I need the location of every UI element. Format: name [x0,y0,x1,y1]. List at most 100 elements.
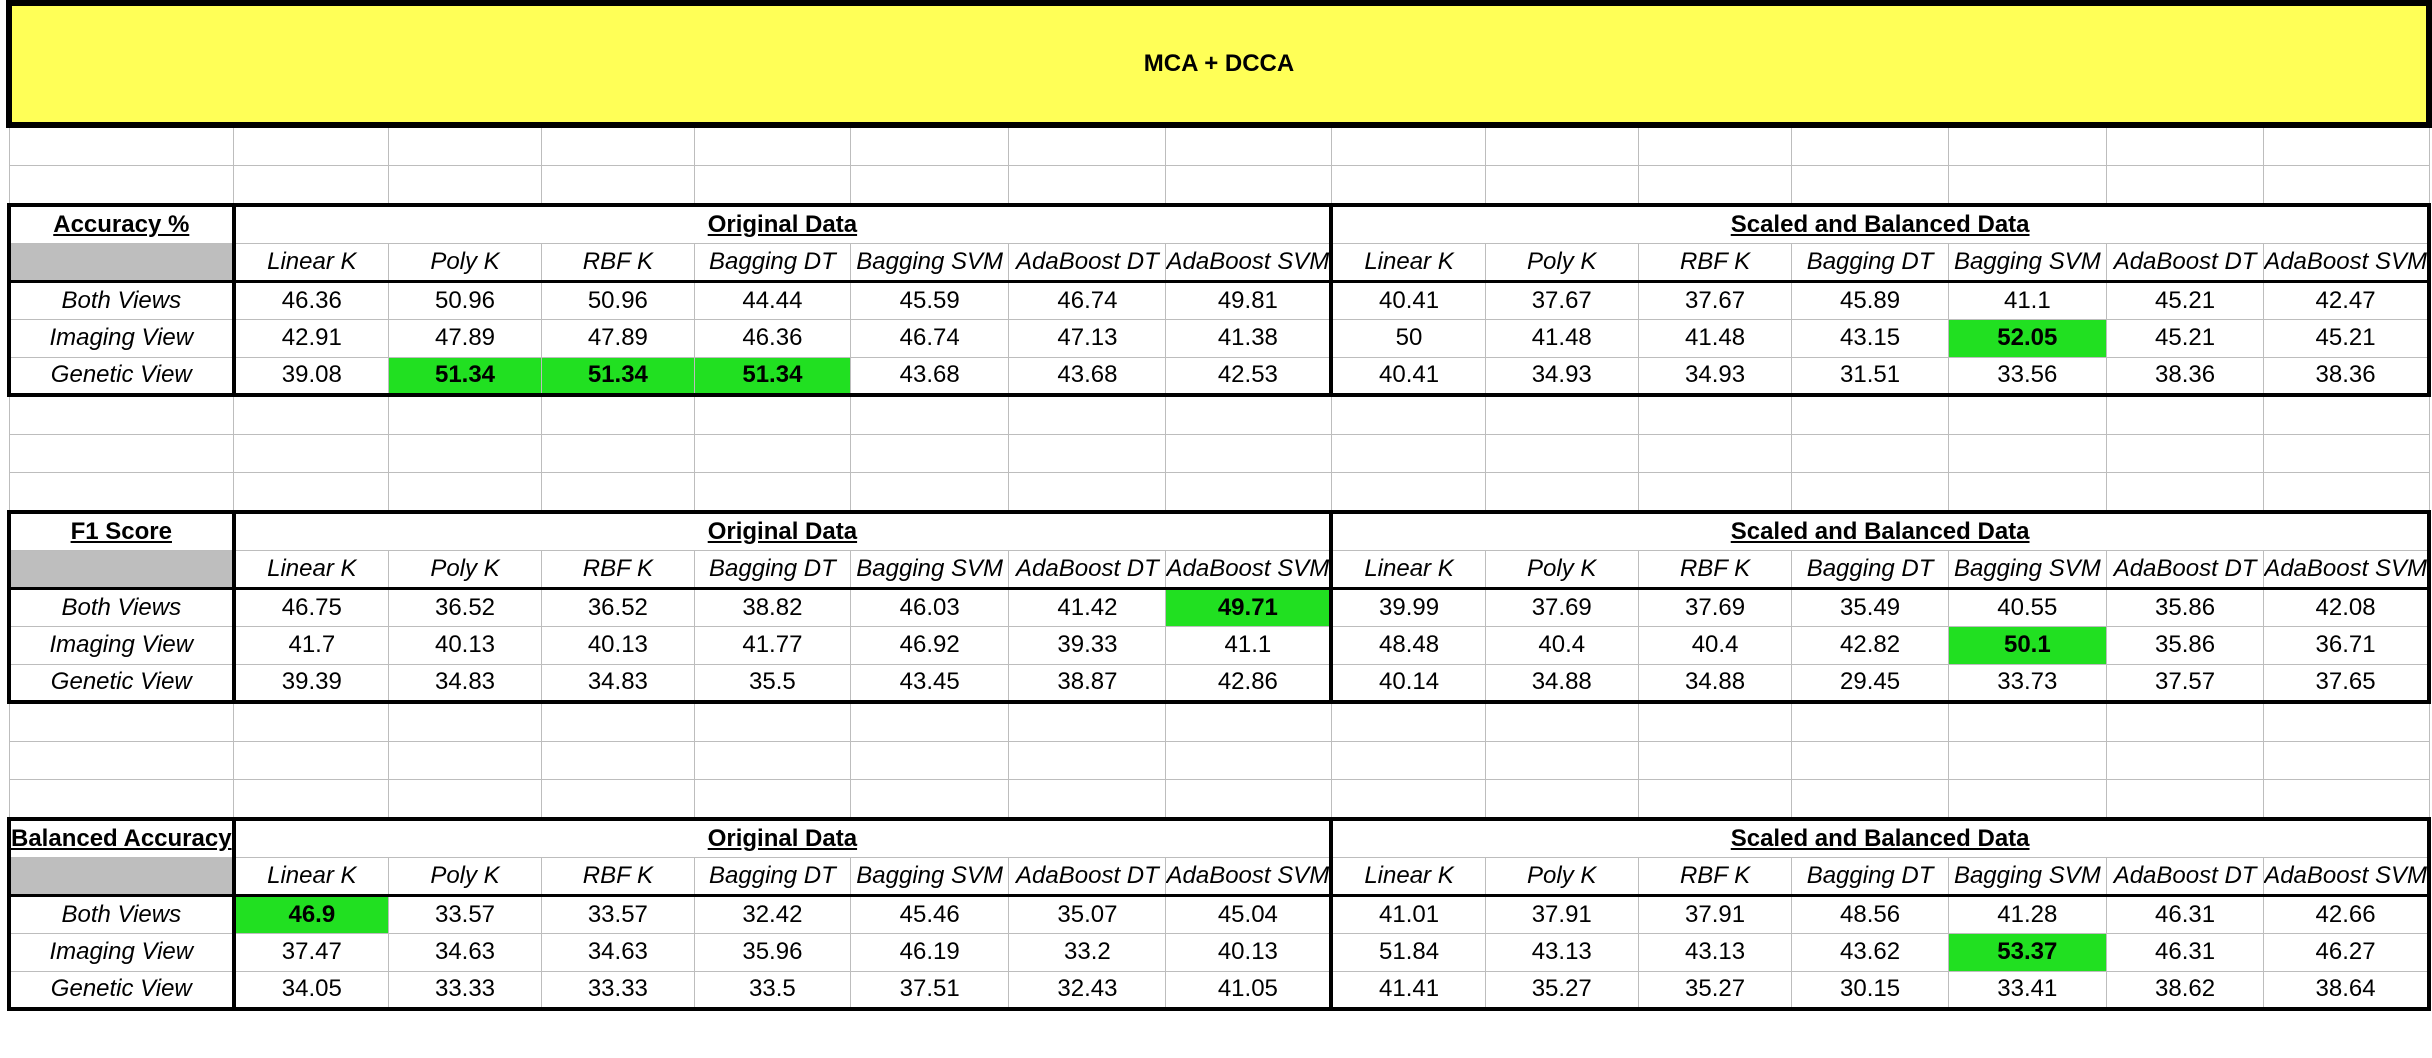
value-cell[interactable]: 37.65 [2263,663,2432,704]
empty-cell[interactable] [1165,701,1332,742]
value-cell[interactable]: 45.59 [849,280,1010,320]
empty-cell[interactable] [2105,741,2265,780]
empty-cell[interactable] [1330,394,1486,435]
value-cell[interactable]: 45.21 [2105,280,2265,320]
empty-cell[interactable] [2263,472,2430,513]
value-cell[interactable]: 45.46 [849,894,1010,934]
value-cell[interactable]: 36.52 [540,587,695,627]
empty-cell[interactable] [849,472,1010,513]
value-cell[interactable]: 38.36 [2263,356,2432,397]
empty-cell[interactable] [1791,472,1949,513]
value-cell[interactable]: 31.51 [1791,356,1949,397]
value-cell[interactable]: 40.41 [1330,280,1486,320]
empty-cell[interactable] [1330,434,1486,473]
value-cell[interactable]: 46.74 [849,318,1010,358]
empty-cell[interactable] [693,165,852,206]
value-cell[interactable]: 52.05 [1947,318,2108,358]
value-cell[interactable]: 34.83 [540,663,695,704]
empty-cell[interactable] [233,779,390,820]
value-cell[interactable]: 43.68 [1008,356,1167,397]
empty-cell[interactable] [540,779,695,820]
empty-cell[interactable] [1637,165,1793,206]
value-cell[interactable]: 43.13 [1484,932,1639,972]
value-cell[interactable]: 45.04 [1165,894,1334,934]
empty-cell[interactable] [233,701,390,742]
column-header[interactable]: RBF K [1637,549,1793,590]
empty-cell[interactable] [2263,779,2430,820]
empty-cell[interactable] [1330,701,1486,742]
value-cell[interactable]: 37.69 [1637,587,1793,627]
value-cell[interactable]: 37.91 [1484,894,1639,934]
empty-cell[interactable] [540,472,695,513]
value-cell[interactable]: 33.56 [1947,356,2108,397]
empty-cell[interactable] [388,124,542,166]
value-cell[interactable]: 29.45 [1791,663,1949,704]
column-header[interactable]: AdaBoost DT [1008,856,1167,897]
value-cell[interactable]: 40.13 [540,625,695,665]
column-header[interactable]: Bagging SVM [849,549,1010,590]
empty-cell[interactable] [2263,741,2430,780]
empty-cell[interactable] [1791,434,1949,473]
empty-cell[interactable] [2105,779,2265,820]
column-header[interactable]: Poly K [388,856,542,897]
corner-cell[interactable] [7,856,236,897]
value-cell[interactable]: 40.13 [388,625,542,665]
empty-cell[interactable] [233,394,390,435]
column-header[interactable]: RBF K [1637,856,1793,897]
empty-cell[interactable] [8,434,235,473]
empty-cell[interactable] [8,779,235,820]
empty-cell[interactable] [1637,741,1793,780]
row-label[interactable]: Both Views [7,894,236,934]
value-cell[interactable]: 51.84 [1330,932,1486,972]
empty-cell[interactable] [388,165,542,206]
value-cell[interactable]: 34.88 [1637,663,1793,704]
value-cell[interactable]: 36.52 [388,587,542,627]
value-cell[interactable]: 34.83 [388,663,542,704]
sheet-title[interactable]: MCA + DCCA [6,0,2432,128]
empty-cell[interactable] [1484,124,1639,166]
column-header[interactable]: AdaBoost SVM [1165,242,1334,283]
empty-cell[interactable] [1791,124,1949,166]
value-cell[interactable]: 39.33 [1008,625,1167,665]
empty-cell[interactable] [1165,741,1332,780]
value-cell[interactable]: 41.1 [1947,280,2108,320]
value-cell[interactable]: 41.38 [1165,318,1334,358]
column-header[interactable]: RBF K [1637,242,1793,283]
value-cell[interactable]: 34.88 [1484,663,1639,704]
value-cell[interactable]: 41.7 [233,625,390,665]
value-cell[interactable]: 35.27 [1637,970,1793,1011]
value-cell[interactable]: 40.4 [1637,625,1793,665]
value-cell[interactable]: 33.5 [693,970,852,1011]
value-cell[interactable]: 37.91 [1637,894,1793,934]
value-cell[interactable]: 45.21 [2263,318,2432,358]
value-cell[interactable]: 33.57 [540,894,695,934]
empty-cell[interactable] [1484,779,1639,820]
empty-cell[interactable] [1008,472,1167,513]
empty-cell[interactable] [849,124,1010,166]
value-cell[interactable]: 46.9 [233,894,390,934]
value-cell[interactable]: 49.81 [1165,280,1334,320]
value-cell[interactable]: 46.31 [2105,894,2265,934]
column-header[interactable]: Bagging DT [693,856,852,897]
column-header[interactable]: RBF K [540,549,695,590]
empty-cell[interactable] [233,124,390,166]
empty-cell[interactable] [1165,434,1332,473]
empty-cell[interactable] [233,165,390,206]
empty-cell[interactable] [1008,779,1167,820]
value-cell[interactable]: 36.71 [2263,625,2432,665]
empty-cell[interactable] [8,741,235,780]
empty-cell[interactable] [1637,124,1793,166]
empty-cell[interactable] [1008,701,1167,742]
row-label[interactable]: Genetic View [7,663,236,704]
column-header[interactable]: Poly K [388,242,542,283]
column-header[interactable]: Linear K [233,549,390,590]
empty-cell[interactable] [1330,472,1486,513]
empty-cell[interactable] [693,779,852,820]
empty-cell[interactable] [1484,701,1639,742]
value-cell[interactable]: 50.1 [1947,625,2108,665]
value-cell[interactable]: 50 [1330,318,1486,358]
value-cell[interactable]: 42.86 [1165,663,1334,704]
empty-cell[interactable] [1637,434,1793,473]
group-header-scaled[interactable]: Scaled and Balanced Data [1329,510,2431,551]
value-cell[interactable]: 37.67 [1637,280,1793,320]
